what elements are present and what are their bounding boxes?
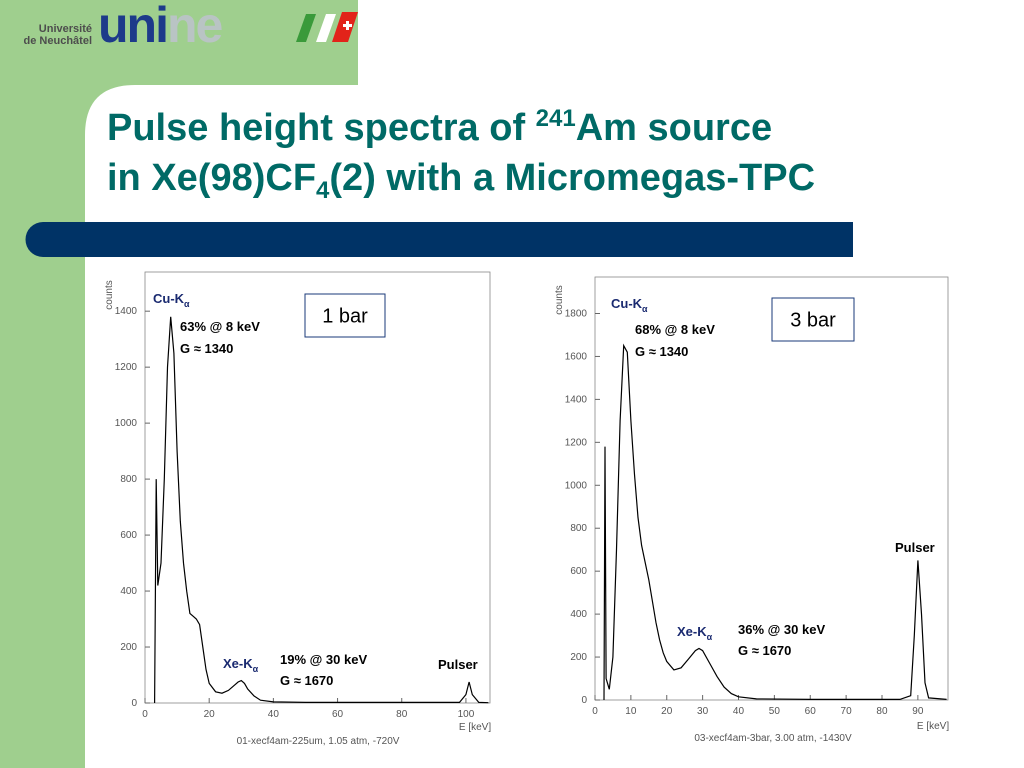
logo-part: uni xyxy=(98,0,167,53)
x-tick-label: 40 xyxy=(733,706,745,717)
y-tick-label: 200 xyxy=(570,652,587,663)
annotation-text: Xe-K xyxy=(677,624,707,639)
title-sup: 241 xyxy=(536,105,576,132)
x-tick-label: 60 xyxy=(332,709,344,720)
x-tick-label: 100 xyxy=(458,709,475,720)
annotation: 63% @ 8 keV xyxy=(180,319,260,334)
side-band xyxy=(0,0,85,768)
annotation: 36% @ 30 keV xyxy=(738,622,825,637)
annotation-sub: α xyxy=(642,304,648,314)
y-tick-label: 200 xyxy=(120,642,137,653)
x-tick-label: 40 xyxy=(268,709,280,720)
x-tick-label: 80 xyxy=(876,706,888,717)
y-tick-label: 600 xyxy=(570,566,587,577)
y-tick-label: 1800 xyxy=(565,309,588,320)
annotation-text: Cu-K xyxy=(611,296,643,311)
spectrum-line xyxy=(603,343,947,701)
annotation: Xe-Kα xyxy=(223,656,259,674)
annotation-sub: α xyxy=(253,664,259,674)
y-tick-label: 400 xyxy=(570,609,587,620)
x-tick-label: 70 xyxy=(841,706,853,717)
annotation: Cu-Kα xyxy=(611,296,648,314)
title-text: Pulse height spectra of xyxy=(107,107,536,149)
logo-slash xyxy=(316,14,336,42)
y-tick-label: 800 xyxy=(570,523,587,534)
x-tick-label: 0 xyxy=(142,709,148,720)
y-tick-label: 1200 xyxy=(565,437,588,448)
annotation: G ≈ 1670 xyxy=(280,673,333,688)
y-tick-label: 1000 xyxy=(565,480,588,491)
x-tick-label: 20 xyxy=(204,709,216,720)
title-text: Am source xyxy=(576,107,772,149)
caption: 01-xecf4am-225um, 1.05 atm, -720V xyxy=(237,736,400,747)
title-line: Pulse height spectra of 241Am source xyxy=(107,105,772,149)
spectrum-line xyxy=(154,316,489,704)
x-tick-label: 90 xyxy=(912,706,924,717)
university-city: de Neuchâtel xyxy=(24,35,92,47)
x-tick-label: 30 xyxy=(697,706,709,717)
annotation: G ≈ 1340 xyxy=(180,341,233,356)
y-tick-label: 600 xyxy=(120,530,137,541)
title-text: (2) with a Micromegas-TPC xyxy=(329,157,815,199)
logo-part: ne xyxy=(167,0,223,53)
annotation: Pulser xyxy=(895,540,935,555)
x-tick-label: 0 xyxy=(592,706,598,717)
annotation-sub: α xyxy=(184,299,190,309)
condition-box xyxy=(771,297,855,342)
swiss-cross xyxy=(343,21,352,30)
plot-frame xyxy=(594,276,949,701)
y-axis-label: counts xyxy=(554,285,565,314)
annotation-text: Xe-K xyxy=(223,656,253,671)
annotation: Xe-Kα xyxy=(677,624,713,642)
annotation: 19% @ 30 keV xyxy=(280,652,367,667)
y-axis-label: counts xyxy=(104,280,115,309)
annotation: Pulser xyxy=(438,657,478,672)
condition-label: 1 bar xyxy=(322,306,368,328)
x-tick-label: 10 xyxy=(625,706,637,717)
logo: unine xyxy=(98,0,223,53)
annotation-text: Cu-K xyxy=(153,291,185,306)
title-text: in Xe(98)CF xyxy=(107,157,316,199)
logo-slash xyxy=(296,14,316,42)
y-tick-label: 800 xyxy=(120,474,137,485)
x-tick-label: 80 xyxy=(396,709,408,720)
x-tick-label: 60 xyxy=(805,706,817,717)
caption: 03-xecf4am-3bar, 3.00 atm, -1430V xyxy=(694,733,852,744)
y-tick-label: 0 xyxy=(131,698,137,709)
x-tick-label: 50 xyxy=(769,706,781,717)
annotation: 68% @ 8 keV xyxy=(635,322,715,337)
university-name: Université xyxy=(39,23,92,35)
y-tick-label: 400 xyxy=(120,586,137,597)
condition-box xyxy=(304,293,386,338)
y-tick-label: 0 xyxy=(581,695,587,706)
x-axis-label: E [keV] xyxy=(459,722,491,733)
annotation-sub: α xyxy=(707,632,713,642)
title-sub: 4 xyxy=(316,177,330,204)
x-tick-label: 20 xyxy=(661,706,673,717)
x-axis-label: E [keV] xyxy=(917,721,949,732)
plot-frame xyxy=(144,271,491,704)
annotation: G ≈ 1670 xyxy=(738,643,791,658)
y-tick-label: 1000 xyxy=(115,418,138,429)
y-tick-label: 1200 xyxy=(115,362,138,373)
divider-bar xyxy=(25,222,853,257)
y-tick-label: 1400 xyxy=(565,394,588,405)
y-tick-label: 1400 xyxy=(115,306,138,317)
top-band xyxy=(0,0,358,135)
title-line: in Xe(98)CF4(2) with a Micromegas-TPC xyxy=(107,157,815,204)
y-tick-label: 1600 xyxy=(565,351,588,362)
annotation: Cu-Kα xyxy=(153,291,190,309)
condition-label: 3 bar xyxy=(790,310,836,332)
annotation: G ≈ 1340 xyxy=(635,344,688,359)
